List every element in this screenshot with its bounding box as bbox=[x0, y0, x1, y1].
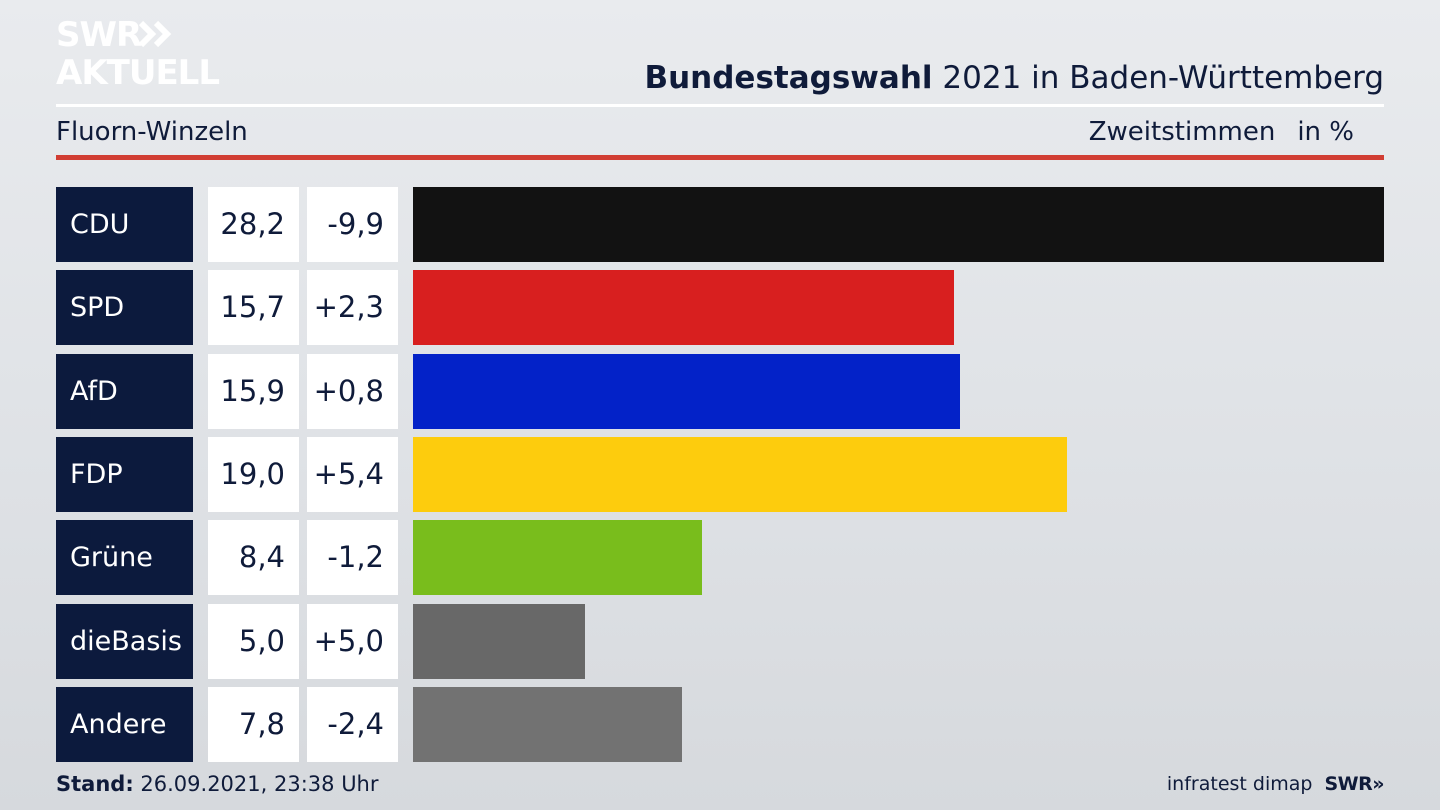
title-bold: Bundestagswahl bbox=[644, 60, 933, 96]
value-label: 5,0 bbox=[208, 604, 299, 679]
value-label: 19,0 bbox=[208, 437, 299, 512]
change-label: -9,9 bbox=[307, 187, 398, 262]
party-label: FDP bbox=[56, 437, 193, 512]
change-label: -2,4 bbox=[307, 687, 398, 762]
measure-label: Zweitstimmen in % bbox=[1089, 115, 1354, 149]
source-credit: infratest dimap SWR» bbox=[1166, 770, 1385, 798]
chart-row: FDP 19,0 +5,4 bbox=[56, 437, 1384, 512]
bar bbox=[413, 437, 1067, 512]
change-label: +5,4 bbox=[307, 437, 398, 512]
value-label: 28,2 bbox=[208, 187, 299, 262]
chart-row: dieBasis 5,0 +5,0 bbox=[56, 604, 1384, 679]
swr-aktuell-logo: SWR AKTUELL bbox=[56, 15, 226, 93]
bar bbox=[413, 270, 954, 345]
bar bbox=[413, 187, 1384, 262]
timestamp: Stand: 26.09.2021, 23:38 Uhr bbox=[56, 770, 379, 798]
bar bbox=[413, 520, 702, 595]
chevron-right-icon bbox=[138, 20, 172, 48]
swr-small-logo: SWR» bbox=[1324, 773, 1384, 795]
value-label: 7,8 bbox=[208, 687, 299, 762]
party-label: Grüne bbox=[56, 520, 193, 595]
title-rest: 2021 in Baden-Württemberg bbox=[932, 60, 1384, 96]
value-label: 15,9 bbox=[208, 354, 299, 429]
stand-label: Stand: bbox=[56, 772, 134, 796]
accent-divider bbox=[56, 155, 1384, 160]
header-divider bbox=[56, 104, 1384, 107]
chart-row: Grüne 8,4 -1,2 bbox=[56, 520, 1384, 595]
change-label: +0,8 bbox=[307, 354, 398, 429]
vote-type: Zweitstimmen bbox=[1088, 117, 1276, 147]
change-label: -1,2 bbox=[307, 520, 398, 595]
chart-row: SPD 15,7 +2,3 bbox=[56, 270, 1384, 345]
value-label: 8,4 bbox=[208, 520, 299, 595]
bar bbox=[413, 687, 682, 762]
change-label: +2,3 bbox=[307, 270, 398, 345]
bar bbox=[413, 604, 585, 679]
bar bbox=[413, 354, 960, 429]
value-label: 15,7 bbox=[208, 270, 299, 345]
party-label: CDU bbox=[56, 187, 193, 262]
chart-row: Andere 7,8 -2,4 bbox=[56, 687, 1384, 762]
unit-label: in % bbox=[1297, 117, 1354, 147]
chart-row: CDU 28,2 -9,9 bbox=[56, 187, 1384, 262]
stand-value: 26.09.2021, 23:38 Uhr bbox=[140, 772, 379, 796]
change-label: +5,0 bbox=[307, 604, 398, 679]
party-label: SPD bbox=[56, 270, 193, 345]
municipality-label: Fluorn-Winzeln bbox=[56, 117, 248, 147]
party-label: Andere bbox=[56, 687, 193, 762]
source-label: infratest dimap bbox=[1166, 773, 1313, 795]
chart-row: AfD 15,9 +0,8 bbox=[56, 354, 1384, 429]
logo-line1: SWR bbox=[56, 15, 142, 55]
page-title: Bundestagswahl 2021 in Baden-Württemberg bbox=[644, 58, 1384, 98]
party-label: AfD bbox=[56, 354, 193, 429]
logo-line2: AKTUELL bbox=[56, 53, 220, 93]
party-label: dieBasis bbox=[56, 604, 193, 679]
